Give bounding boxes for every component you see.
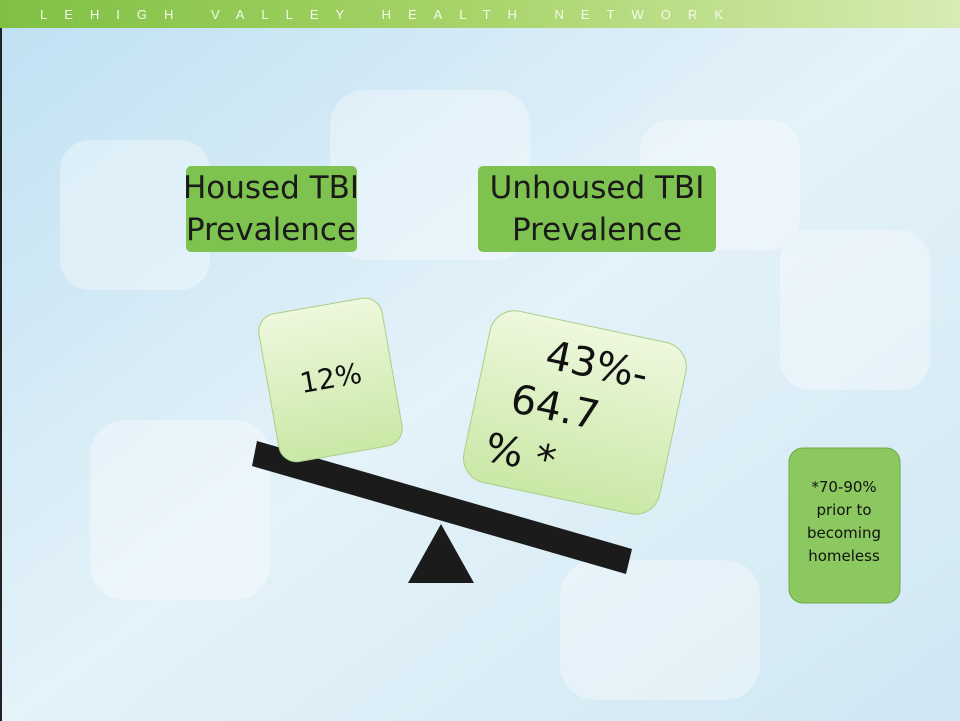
note-text: prior to — [816, 501, 871, 519]
label: Prevalence — [512, 212, 682, 248]
note-text: *70-90% — [811, 478, 876, 496]
note-text: homeless — [808, 547, 880, 565]
header-title: LEHIGH VALLEY HEALTH NETWORK — [40, 7, 740, 22]
label: Unhoused TBI — [490, 170, 705, 206]
housed-box: 12% — [256, 295, 405, 464]
slide: LEHIGH VALLEY HEALTH NETWORK Housed TBI … — [0, 0, 960, 721]
label: Prevalence — [186, 212, 356, 248]
note-text: becoming — [807, 524, 881, 542]
label: Housed TBI — [183, 170, 359, 206]
